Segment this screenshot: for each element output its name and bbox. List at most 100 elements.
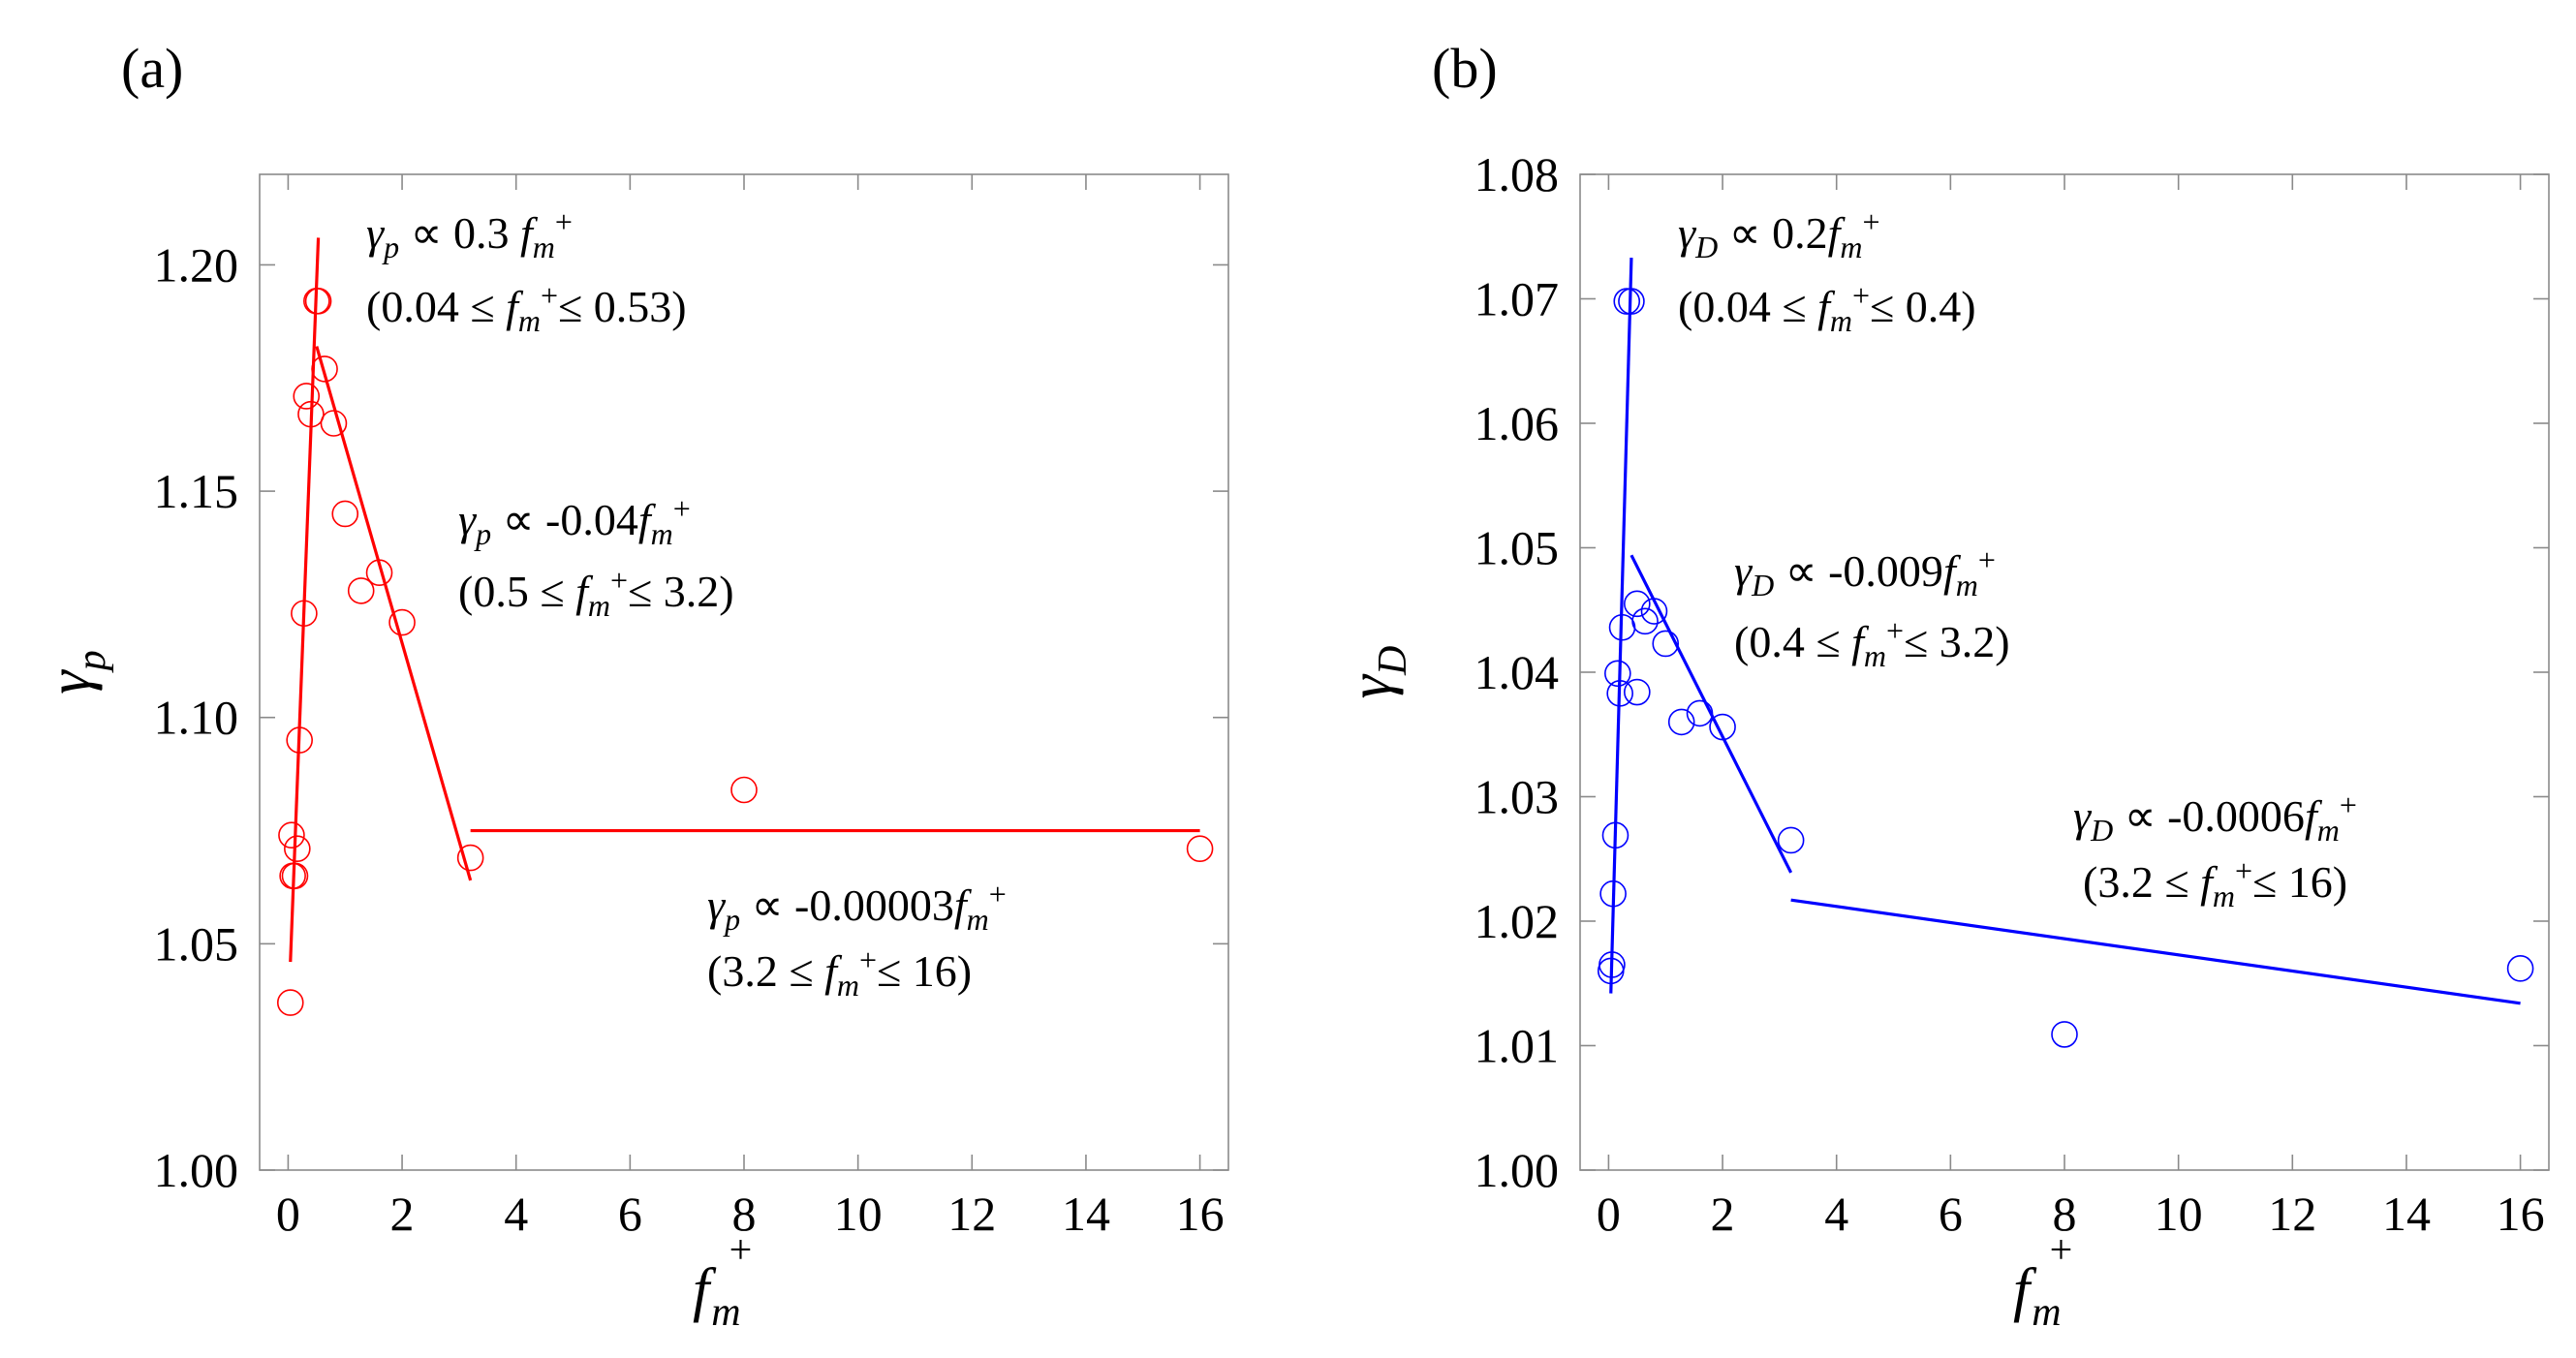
data-point (286, 726, 313, 754)
ticks-b: 0 2 4 6 8 10 12 14 16 1.00 1.01 1.02 1.03 1.04 1.05 1.0… (1474, 147, 2549, 1241)
y-tick-label: 1.05 (154, 916, 239, 971)
x-tick-label: 0 (276, 1187, 300, 1241)
data-point (1606, 680, 1633, 707)
fit-line-1 (289, 237, 321, 963)
data-point (331, 500, 359, 528)
y-tick-label: 1.07 (1474, 272, 1560, 326)
svg-text:(0.04 ≤ fm+≤ 0.4): (0.04 ≤ fm+≤ 0.4) (1678, 278, 1976, 338)
data-point (1624, 590, 1651, 618)
data-point (456, 844, 484, 872)
y-tick-label: 1.10 (154, 691, 239, 745)
y-tick-label: 1.06 (1474, 396, 1560, 450)
x-tick-label: 6 (618, 1187, 642, 1241)
data-point (1777, 826, 1805, 854)
y-tick-label: 1.05 (1474, 521, 1560, 575)
data-point (1709, 713, 1736, 741)
data-points-a (276, 288, 1214, 1016)
y-tick-label: 1.15 (154, 464, 239, 518)
data-point (1599, 880, 1627, 908)
svg-text:γp ∝ -0.00003fm+: γp ∝ -0.00003fm+ (707, 877, 1007, 937)
x-tick-label: 14 (1062, 1187, 1110, 1241)
data-point (1598, 951, 1626, 978)
data-point (347, 577, 375, 604)
data-points-b (1597, 288, 2534, 1048)
svg-text:(0.4 ≤ fm+≤ 3.2): (0.4 ≤ fm+≤ 3.2) (1734, 613, 2010, 673)
fit-lines-b (1609, 258, 2521, 1005)
data-point (1624, 678, 1651, 706)
data-point (278, 821, 305, 849)
ticks-a: 0 2 4 6 8 10 12 14 16 1.00 1.05 1.10 1.15 1.20 (154, 174, 1228, 1241)
svg-text:γD ∝ -0.009fm+: γD ∝ -0.009fm+ (1734, 542, 1996, 602)
data-point (1186, 835, 1214, 863)
x-tick-label: 8 (2053, 1187, 2077, 1241)
x-tick-label: 14 (2382, 1187, 2431, 1241)
data-point (291, 600, 318, 628)
x-tick-label: 2 (1711, 1187, 1735, 1241)
fit-line-1 (1609, 258, 1633, 994)
annotation-a-2: γp ∝ -0.04fm+ (0.5 ≤ fm+≤ 3.2) (458, 491, 734, 623)
data-point (1613, 288, 1641, 315)
svg-text:(3.2 ≤ fm+≤ 16): (3.2 ≤ fm+≤ 16) (707, 942, 972, 1003)
chart-panel-a: (a) 0 2 4 6 8 10 12 14 16 1.00 1.05 1.10 1.15 1.20 γp… (37, 37, 1229, 1335)
data-point (320, 410, 348, 437)
data-point (297, 400, 325, 428)
x-tick-label: 6 (1939, 1187, 1963, 1241)
data-point (1631, 607, 1659, 635)
x-tick-label: 16 (2497, 1187, 2545, 1241)
data-point (1652, 630, 1680, 658)
x-axis-title-b: fm+ (2013, 1228, 2072, 1335)
data-point (1667, 708, 1695, 736)
svg-text:γp ∝ 0.3 fm+: γp ∝ 0.3 fm+ (366, 204, 573, 264)
y-tick-label: 1.01 (1474, 1019, 1560, 1073)
x-tick-label: 10 (2155, 1187, 2203, 1241)
annotation-a-3: γp ∝ -0.00003fm+ (3.2 ≤ fm+≤ 16) (707, 877, 1007, 1003)
x-tick-label: 2 (390, 1187, 415, 1241)
data-point (1640, 598, 1668, 625)
fit-lines-a (289, 237, 1200, 963)
svg-text:γD ∝ 0.2fm+: γD ∝ 0.2fm+ (1678, 204, 1880, 264)
data-point (284, 835, 311, 863)
data-point (2051, 1021, 2078, 1048)
chart-panel-b: (b) 0 2 4 6 8 10 12 14 16 1.00 1.01 1.02 1.03 1.04 1.0… (1338, 37, 2550, 1335)
x-tick-label: 12 (2268, 1187, 2316, 1241)
y-axis-title-a: γp (37, 650, 114, 694)
data-point (388, 608, 416, 636)
data-point (1601, 821, 1629, 849)
annotation-a-1: γp ∝ 0.3 fm+ (0.04 ≤ fm+≤ 0.53) (366, 204, 687, 338)
y-tick-label: 1.04 (1474, 645, 1560, 699)
x-tick-label: 16 (1176, 1187, 1225, 1241)
svg-text:γD ∝ -0.0006fm+: γD ∝ -0.0006fm+ (2073, 787, 2357, 848)
y-axis-title-b: γD (1338, 646, 1415, 699)
y-tick-label: 1.02 (1474, 894, 1560, 948)
x-tick-label: 0 (1597, 1187, 1621, 1241)
data-point (1618, 288, 1645, 315)
data-point (365, 559, 393, 587)
x-axis-title-a: fm+ (693, 1228, 752, 1335)
y-tick-label: 1.08 (1474, 147, 1560, 201)
svg-text:(3.2 ≤ fm+≤ 16): (3.2 ≤ fm+≤ 16) (2083, 853, 2347, 913)
panel-label-b: (b) (1432, 37, 1498, 100)
data-point (276, 989, 304, 1016)
x-tick-label: 12 (947, 1187, 996, 1241)
annotation-b-1: γD ∝ 0.2fm+ (0.04 ≤ fm+≤ 0.4) (1678, 204, 1976, 338)
data-point (1686, 699, 1714, 727)
data-point (304, 288, 332, 315)
y-tick-label: 1.00 (154, 1143, 239, 1197)
svg-text:(0.04 ≤ fm+≤ 0.53): (0.04 ≤ fm+≤ 0.53) (366, 278, 687, 338)
x-tick-label: 8 (732, 1187, 757, 1241)
svg-text:(0.5 ≤ fm+≤ 3.2): (0.5 ≤ fm+≤ 3.2) (458, 563, 734, 623)
data-point (281, 862, 309, 890)
svg-text:γp ∝ -0.04fm+: γp ∝ -0.04fm+ (458, 491, 691, 551)
x-tick-label: 10 (834, 1187, 883, 1241)
annotation-b-2: γD ∝ -0.009fm+ (0.4 ≤ fm+≤ 3.2) (1734, 542, 2010, 673)
data-point (293, 383, 321, 410)
annotation-b-3: γD ∝ -0.0006fm+ (3.2 ≤ fm+≤ 16) (2073, 787, 2357, 913)
y-tick-label: 1.03 (1474, 770, 1560, 824)
data-point (1604, 660, 1631, 688)
y-tick-label: 1.20 (154, 237, 239, 292)
fit-line-2 (1629, 554, 1793, 874)
x-tick-label: 4 (1824, 1187, 1848, 1241)
data-point (311, 355, 338, 383)
data-point (2506, 955, 2534, 982)
